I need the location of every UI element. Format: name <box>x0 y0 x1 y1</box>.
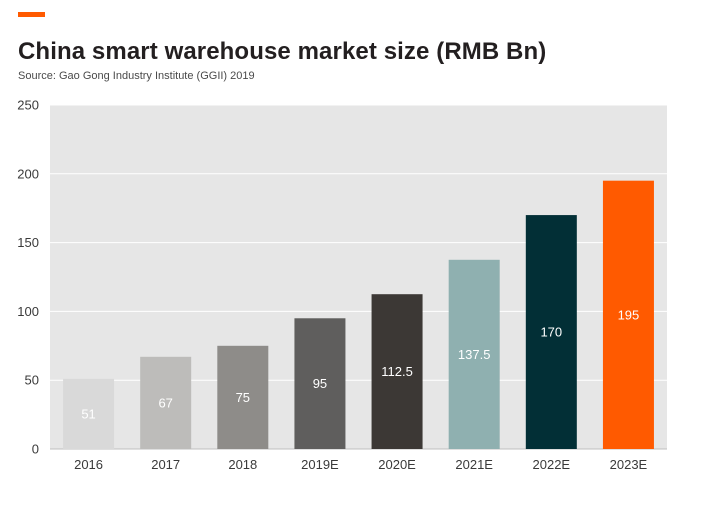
chart-source: Source: Gao Gong Industry Institute (GGI… <box>18 70 255 82</box>
x-axis: 2016 2017 2018 2019E 2020E 2021E 2022E 2023E <box>74 457 647 472</box>
bar <box>63 378 115 449</box>
data-label: 95 <box>313 376 327 391</box>
y-tick-label: 250 <box>17 98 39 113</box>
data-label: 195 <box>618 307 640 322</box>
bar <box>371 294 423 449</box>
data-label: 75 <box>236 390 250 405</box>
x-tick-label: 2022E <box>533 457 571 472</box>
bar <box>294 318 346 449</box>
data-label: 112.5 <box>381 364 413 379</box>
bars: 51 67 75 95 112.5 137.5 170 195 <box>63 180 654 449</box>
y-tick-label: 0 <box>32 442 39 457</box>
bar <box>217 345 269 449</box>
y-tick-label: 150 <box>17 235 39 250</box>
data-label: 137.5 <box>458 347 491 362</box>
accent-bar <box>18 12 45 17</box>
data-label: 67 <box>158 395 172 410</box>
x-tick-label: 2020E <box>378 457 416 472</box>
x-tick-label: 2021E <box>455 457 493 472</box>
x-tick-label: 2018 <box>228 457 257 472</box>
y-tick-label: 200 <box>17 166 39 181</box>
data-label: 170 <box>540 325 562 340</box>
x-tick-label: 2016 <box>74 457 103 472</box>
bar <box>448 259 500 449</box>
bar <box>602 180 654 449</box>
x-tick-label: 2023E <box>610 457 648 472</box>
y-tick-label: 50 <box>25 373 39 388</box>
x-tick-label: 2019E <box>301 457 339 472</box>
bar <box>140 356 192 449</box>
chart-title: China smart warehouse market size (RMB B… <box>18 38 547 65</box>
bar <box>525 215 577 449</box>
x-tick-label: 2017 <box>151 457 180 472</box>
y-tick-label: 100 <box>17 304 39 319</box>
data-label: 51 <box>81 406 95 421</box>
y-axis: 0 50 100 150 200 250 <box>17 98 39 457</box>
